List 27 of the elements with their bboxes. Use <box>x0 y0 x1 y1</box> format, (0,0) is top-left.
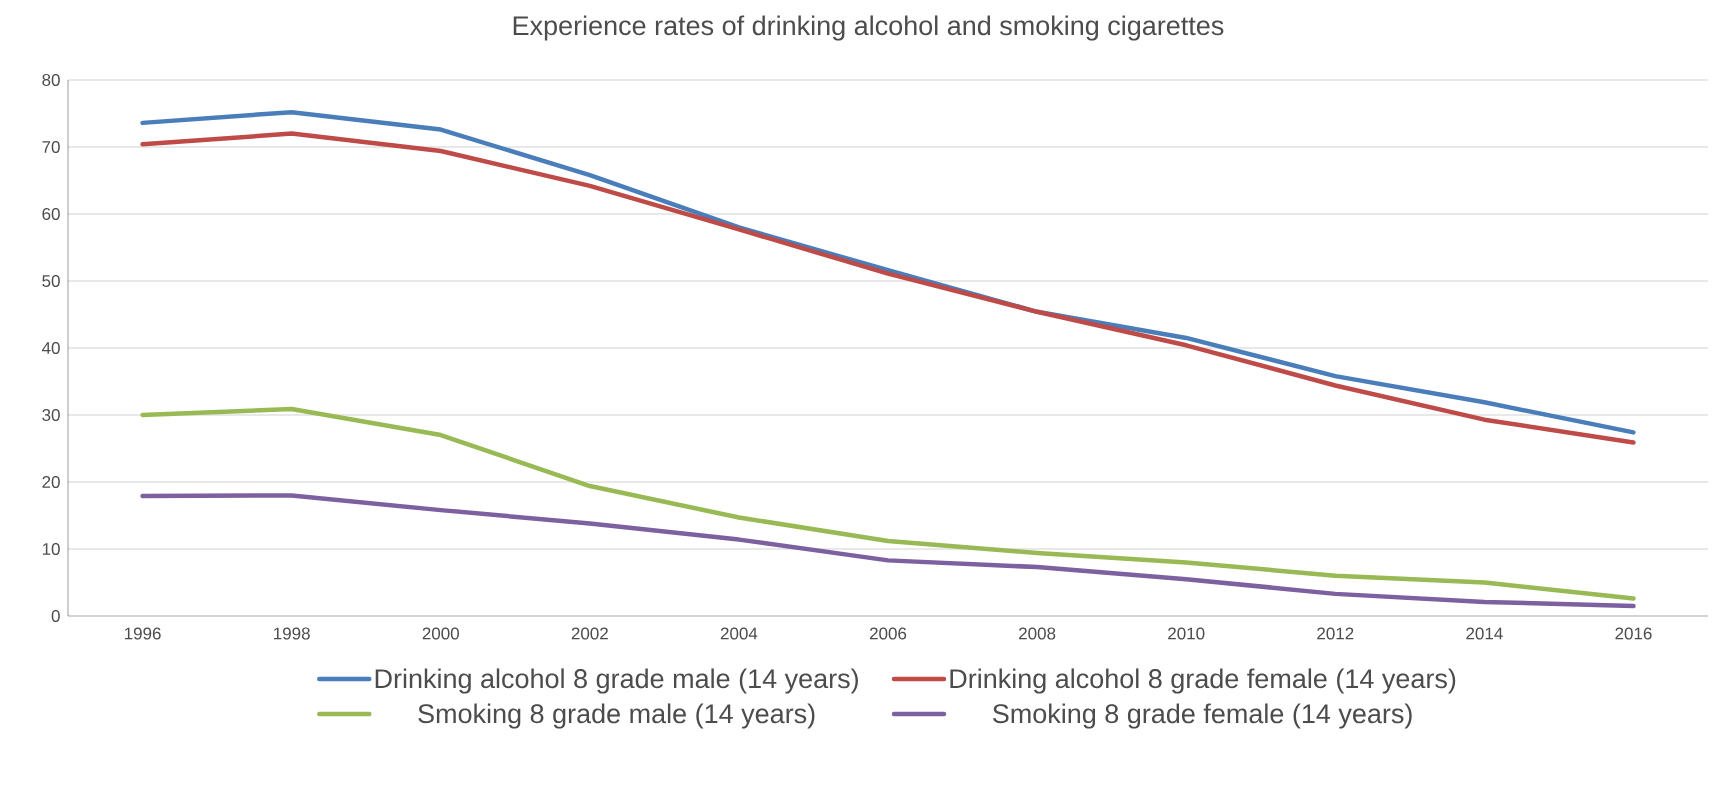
legend-label: Smoking 8 grade female (14 years) <box>992 703 1412 729</box>
y-tick-label: 70 <box>42 140 60 154</box>
line-series <box>140 493 1636 609</box>
y-tick-label: 60 <box>42 207 60 221</box>
x-tick-label: 2000 <box>422 627 459 640</box>
legend-label: Smoking 8 grade male (14 years) <box>418 703 815 729</box>
legend-label: Drinking alcohol 8 grade female (14 years) <box>950 668 1456 694</box>
x-tick-label: 2002 <box>571 627 608 640</box>
y-tick-label: 10 <box>42 542 60 556</box>
y-tick-label: 20 <box>42 475 60 489</box>
y-tick-label: 40 <box>41 341 60 355</box>
y-tick-label: 80 <box>42 73 60 87</box>
y-tick-label: 50 <box>42 274 60 288</box>
y-tick-label: 0 <box>51 609 60 623</box>
x-tick-label: 2012 <box>1317 627 1354 640</box>
x-tick-label: 2004 <box>720 627 758 640</box>
chart-title: Experience rates of drinking alcohol and smoking cigarettes <box>513 15 1224 41</box>
x-tick-label: 1998 <box>274 627 310 640</box>
x-tick-label: 2008 <box>1019 627 1056 640</box>
legend-label: Drinking alcohol 8 grade male (14 years) <box>375 668 858 694</box>
x-tick-label: 1996 <box>124 627 161 640</box>
y-tick-label: 30 <box>42 408 60 422</box>
x-tick-label: 2016 <box>1615 627 1652 640</box>
x-tick-label: 2006 <box>869 627 907 640</box>
x-tick-label: 2014 <box>1466 627 1503 640</box>
line-series <box>140 406 1636 601</box>
x-tick-label: 2010 <box>1168 627 1205 640</box>
